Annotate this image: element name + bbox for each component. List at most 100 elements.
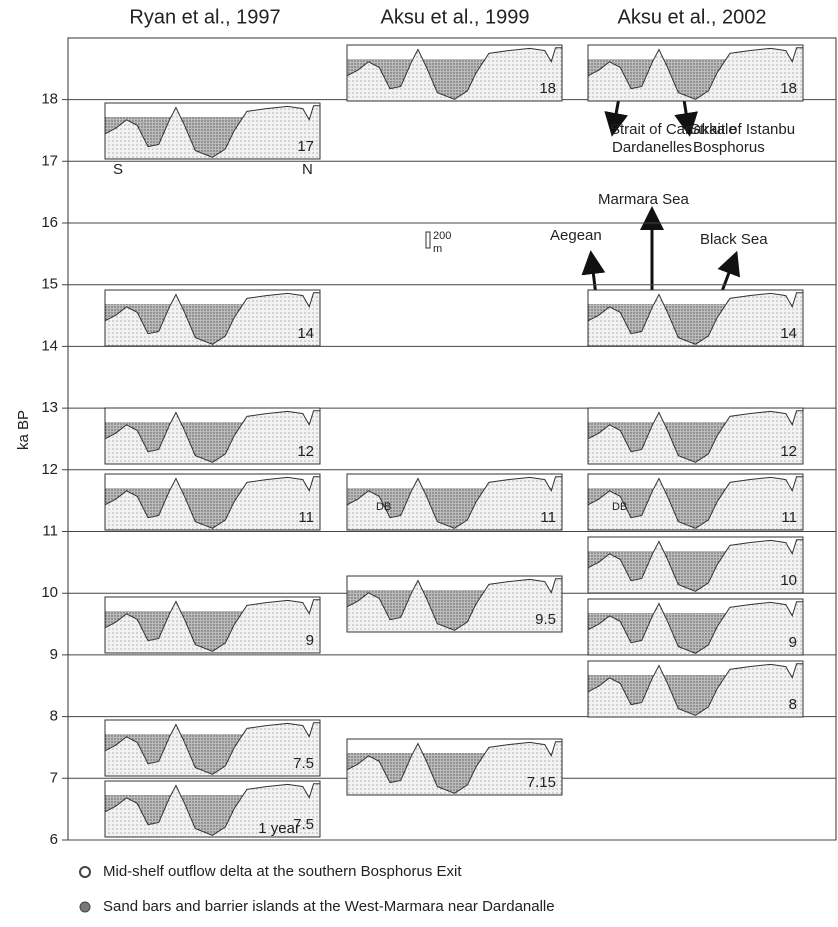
y-tick-label: 15	[41, 276, 58, 293]
terrain	[587, 601, 804, 656]
y-tick-label: 13	[41, 399, 58, 416]
panel-frame	[587, 473, 804, 531]
terrain	[104, 722, 321, 777]
terrain	[587, 47, 804, 102]
panel-frame	[587, 536, 804, 594]
terrain	[346, 741, 563, 796]
terrain	[587, 663, 804, 718]
panel: 9	[104, 596, 321, 654]
panel-frame	[104, 780, 321, 838]
panel-label: 9	[789, 634, 797, 651]
legend-icon	[79, 901, 91, 913]
panel: 7.5	[104, 719, 321, 777]
panel-frame	[346, 44, 563, 102]
annotation: DB	[612, 501, 627, 513]
panel-label: 9.5	[535, 611, 556, 628]
panel-frame	[346, 575, 563, 633]
y-tick-label: 7	[50, 769, 58, 786]
legend-text: Mid-shelf outflow delta at the southern …	[103, 863, 462, 880]
y-tick-label: 12	[41, 461, 58, 478]
panel-label: 7.5	[293, 816, 314, 833]
panel: 7.5	[104, 780, 321, 838]
panel: 12	[587, 407, 804, 465]
panel-label: 12	[297, 443, 314, 460]
annotation: Dardanelles	[612, 139, 692, 156]
legend-icon	[79, 866, 91, 878]
panel: 11	[346, 473, 563, 531]
terrain	[587, 476, 804, 531]
column-header: Aksu et al., 1999	[381, 6, 530, 28]
panel-frame	[104, 719, 321, 777]
annotation: Strait of Canakkale	[610, 121, 737, 138]
panel-label: 14	[297, 325, 314, 342]
panel: 8	[587, 660, 804, 718]
annotation: Black Sea	[700, 231, 768, 248]
annotation: S	[113, 161, 123, 178]
annotation: m	[433, 243, 442, 255]
panel-frame	[587, 289, 804, 347]
panel-frame	[587, 44, 804, 102]
panel-frame	[104, 407, 321, 465]
terrain	[104, 783, 321, 838]
panel-frame	[587, 598, 804, 656]
panel-label: 14	[780, 325, 797, 342]
panel: 7.15	[346, 738, 563, 796]
column-header: Aksu et al., 2002	[618, 6, 767, 28]
y-tick-label: 8	[50, 708, 58, 725]
terrain	[346, 578, 563, 633]
panel-label: 8	[789, 696, 797, 713]
annotation: Marmara Sea	[598, 191, 690, 208]
annotation: 200	[433, 230, 451, 242]
terrain	[587, 539, 804, 594]
terrain	[104, 599, 321, 654]
panel: 14	[587, 289, 804, 347]
terrain	[587, 410, 804, 465]
panel: 17	[104, 102, 321, 160]
panel: 18	[587, 44, 804, 102]
panel-label: 17	[297, 138, 314, 155]
panel-label: 11	[298, 509, 314, 526]
annotation: N	[302, 161, 313, 178]
panel-frame	[104, 473, 321, 531]
panel-label: 9	[306, 632, 314, 649]
panel-frame	[104, 596, 321, 654]
panel-label: 18	[780, 80, 797, 97]
terrain	[104, 410, 321, 465]
panel: 11	[104, 473, 321, 531]
panel: 18	[346, 44, 563, 102]
annotation: Aegean	[550, 227, 602, 244]
annotation: Strait of Istanbu	[690, 121, 795, 138]
column-header: Ryan et al., 1997	[129, 6, 280, 28]
panel-frame	[104, 102, 321, 160]
y-tick-label: 11	[42, 522, 58, 539]
scale-bar	[425, 231, 431, 249]
axis-label: ka BP	[15, 410, 32, 450]
terrain	[587, 292, 804, 347]
y-tick-label: 14	[41, 337, 58, 354]
terrain	[104, 292, 321, 347]
panel: 9	[587, 598, 804, 656]
panel-label: 7.5	[293, 755, 314, 772]
terrain	[346, 476, 563, 531]
panel-label: 10	[780, 572, 797, 589]
y-tick-label: 18	[41, 91, 58, 108]
terrain	[104, 105, 321, 160]
panel-label: 18	[539, 80, 556, 97]
annotation: DB	[376, 501, 391, 513]
y-tick-label: 17	[41, 152, 58, 169]
panel-frame	[587, 660, 804, 718]
y-tick-label: 16	[41, 214, 58, 231]
annotation: 1 year	[258, 820, 300, 837]
panel-frame	[346, 473, 563, 531]
panel-frame	[346, 738, 563, 796]
panel: 12	[104, 407, 321, 465]
panel: 9.5	[346, 575, 563, 633]
panel: 14	[104, 289, 321, 347]
terrain	[346, 47, 563, 102]
panel-label: 11	[540, 509, 556, 526]
annotation: Bosphorus	[693, 139, 765, 156]
panel-label: 12	[780, 443, 797, 460]
panel-frame	[104, 289, 321, 347]
legend-text: Sand bars and barrier islands at the Wes…	[103, 898, 555, 915]
